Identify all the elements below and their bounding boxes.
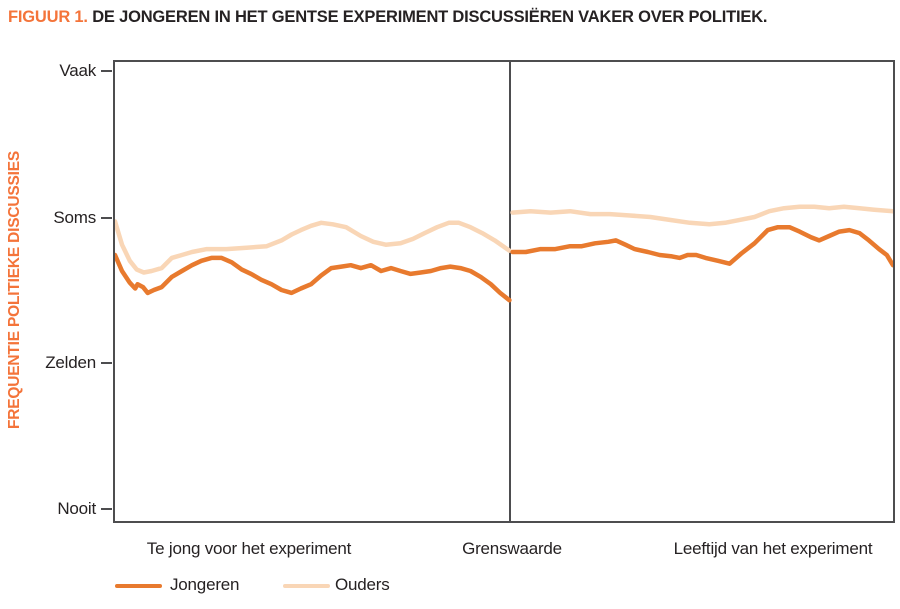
y-tick-soms [101,217,112,219]
y-tick-label-zelden: Zelden [45,353,96,372]
y-tick-label-nooit: Nooit [57,499,96,518]
threshold-divider-line [509,62,511,521]
y-tick-vaak [101,70,112,72]
x-label-pre-experiment: Te jong voor het experiment [146,539,352,558]
chart-canvas [115,204,893,303]
y-tick-label-soms: Soms [53,208,96,227]
figure-title-text: DE JONGEREN IN HET GENTSE EXPERIMENT DIS… [92,8,768,26]
x-label-experiment-age: Leeftijd van het experiment [673,539,873,558]
figure-title: FIGUUR 1. DE JONGEREN IN HET GENTSE EXPE… [8,8,768,27]
y-axis-title: FREQUENTIE POLITIEKE DISCUSSIES [6,151,23,430]
jongeren-line-right-panel [510,224,893,268]
y-tick-label-vaak: Vaak [59,61,96,80]
y-tick-zelden [101,362,112,364]
ouders-legend-label: Ouders [335,575,390,594]
x-label-threshold: Grenswaarde [462,539,562,558]
ouders-line-left-panel [115,219,512,275]
ouders-legend-swatch [283,584,330,588]
jongeren-line-left-panel [115,252,512,303]
ouders-line-right-panel [510,204,893,227]
figure-number-label: FIGUUR 1. [8,8,88,26]
jongeren-legend-swatch [115,584,162,588]
y-tick-nooit [101,508,112,510]
plot-area [113,60,895,523]
jongeren-legend-label: Jongeren [170,575,240,594]
